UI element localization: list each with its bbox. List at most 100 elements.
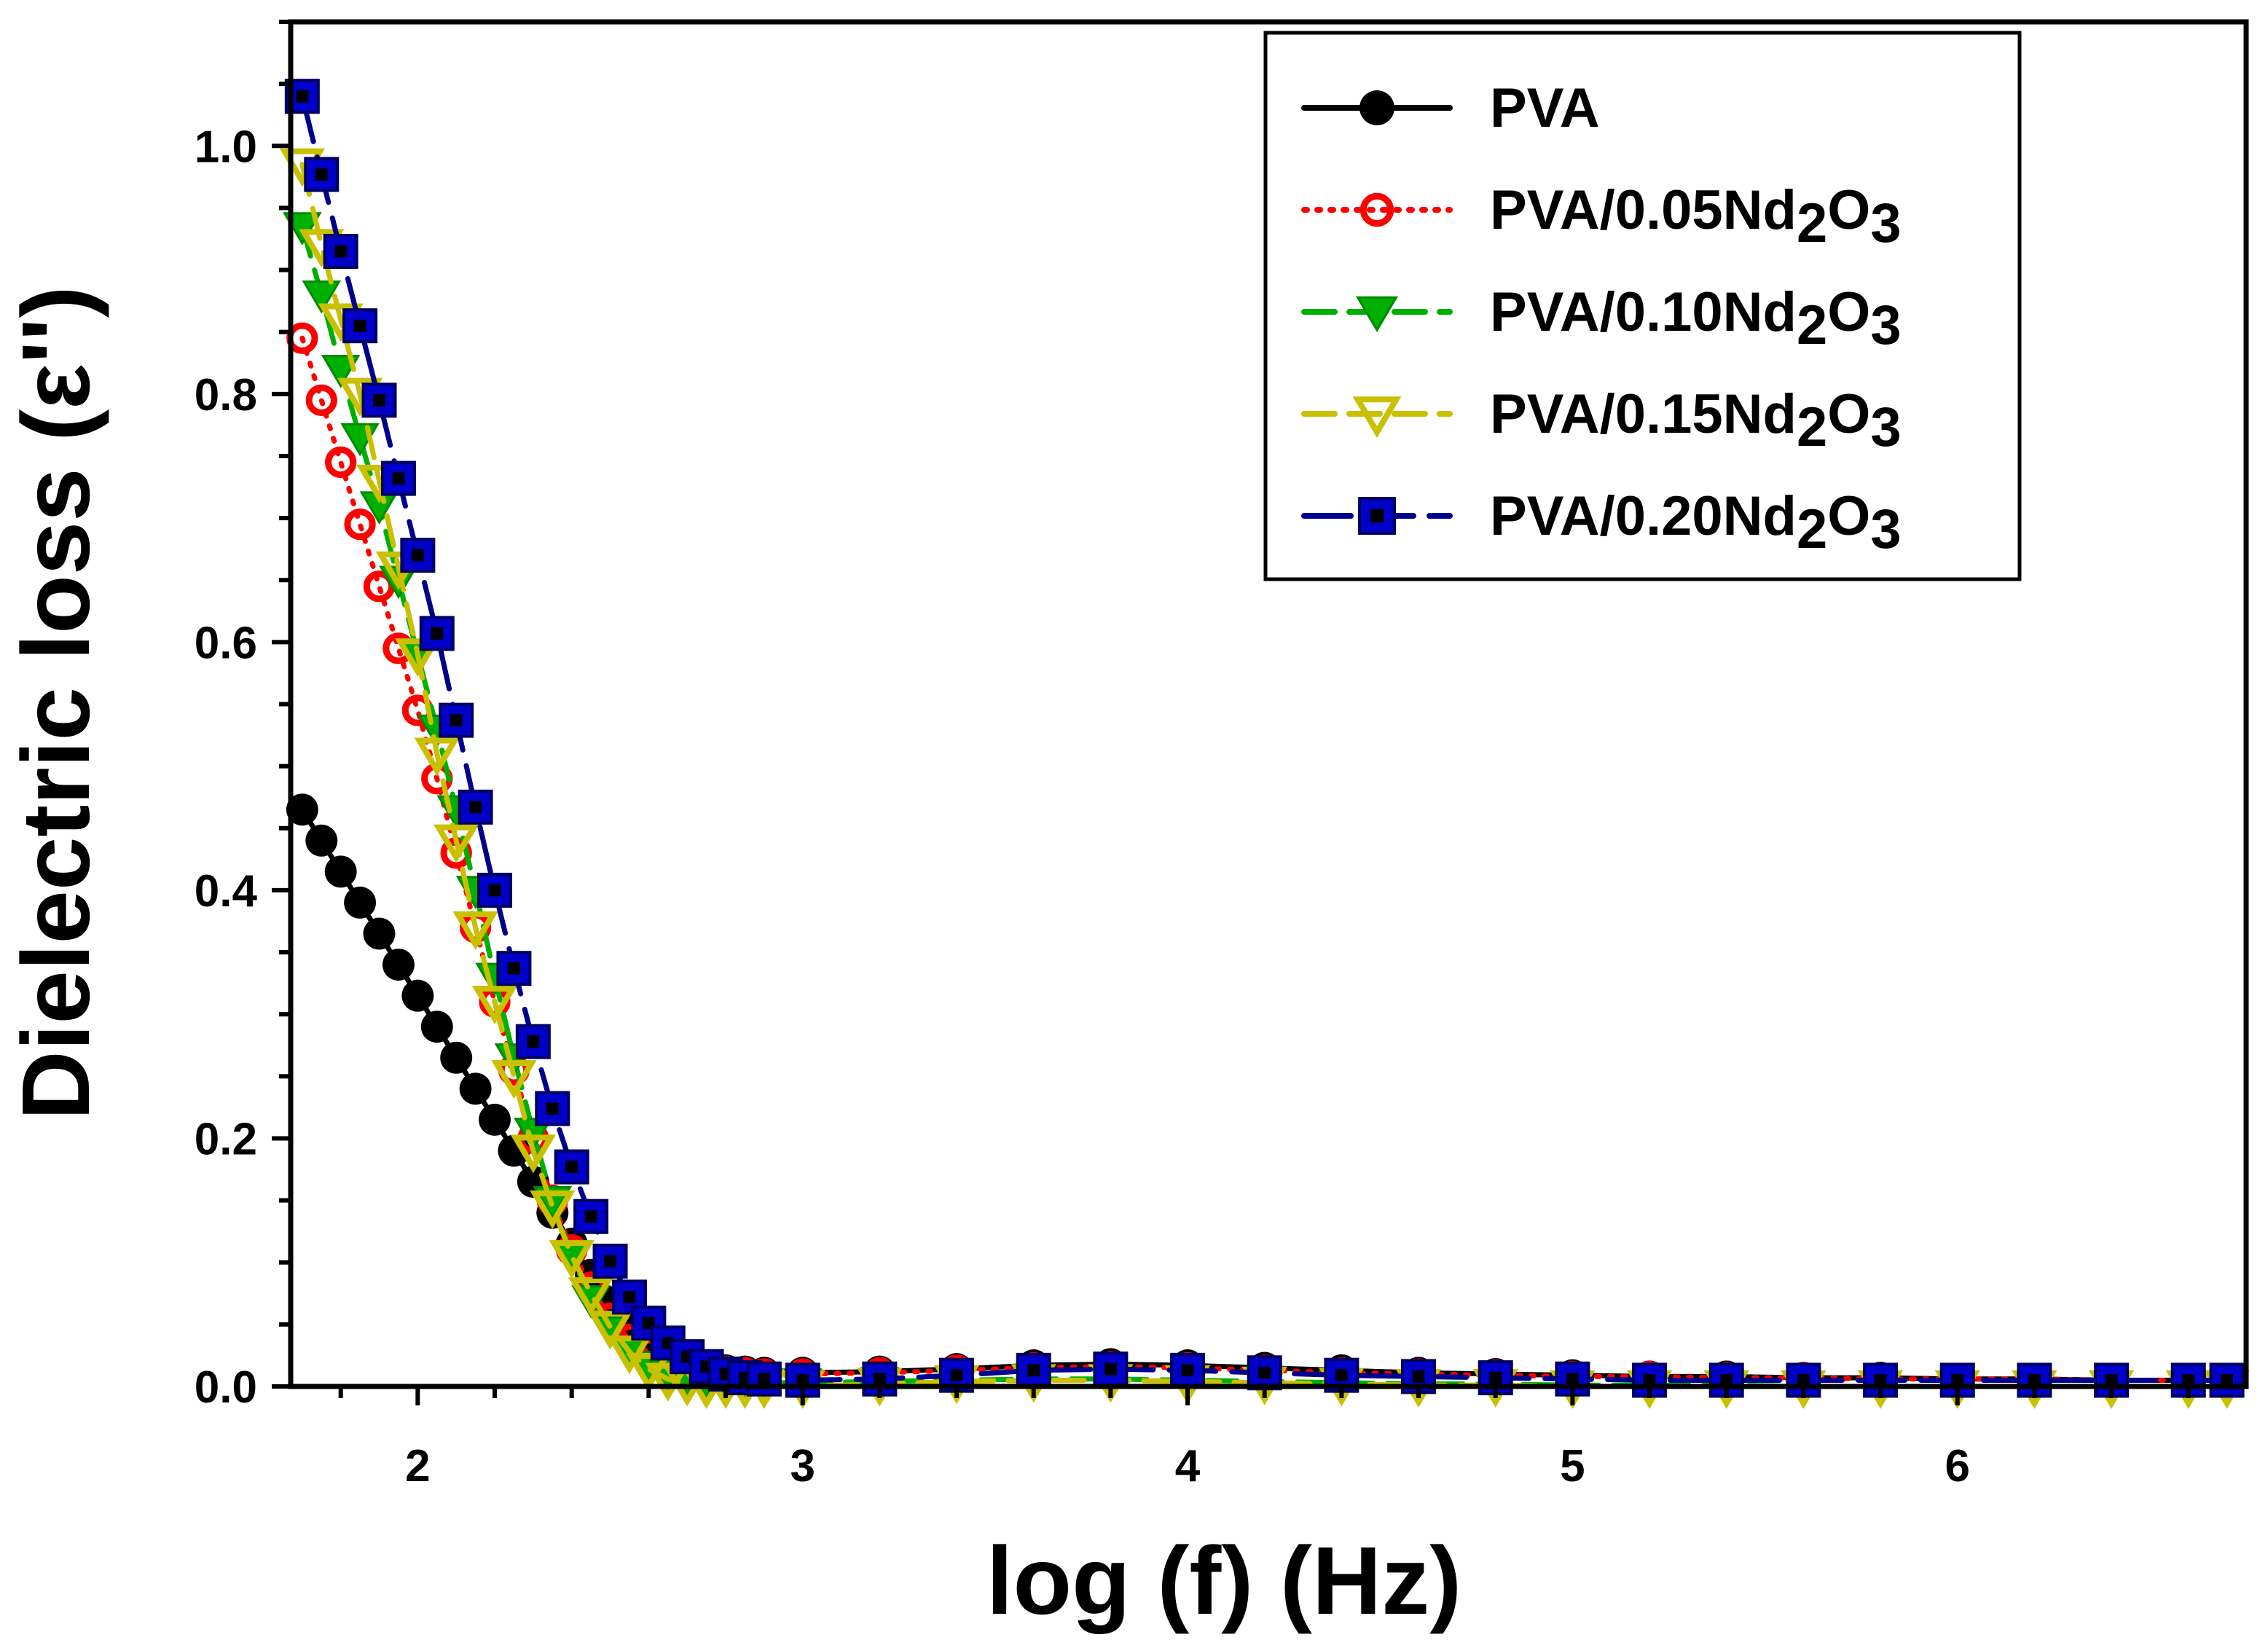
series-0 bbox=[286, 793, 2243, 1397]
data-point-core bbox=[1720, 1374, 1733, 1386]
legend-label: PVA bbox=[1490, 77, 1600, 139]
x-tick-label: 6 bbox=[1945, 1441, 1969, 1491]
y-tick-label: 0.6 bbox=[195, 618, 257, 668]
data-point bbox=[283, 212, 322, 246]
data-point-core bbox=[565, 1161, 578, 1173]
legend-entry: PVA/0.05Nd2O3 bbox=[1301, 179, 1902, 254]
data-point-core bbox=[392, 472, 405, 484]
legend-entry: PVA/0.15Nd2O3 bbox=[1301, 383, 1902, 458]
legend-marker bbox=[1359, 192, 1394, 227]
x-tick-label: 5 bbox=[1560, 1441, 1585, 1491]
data-point bbox=[549, 1240, 595, 1279]
data-point-core bbox=[431, 627, 444, 640]
y-tick-label: 0.0 bbox=[195, 1362, 257, 1413]
data-point bbox=[433, 824, 479, 863]
legend-entry: PVA bbox=[1301, 77, 1600, 139]
data-point-core bbox=[758, 1373, 771, 1386]
data-point-core bbox=[1104, 1362, 1117, 1376]
data-point bbox=[452, 911, 498, 950]
data-point-core bbox=[315, 168, 328, 181]
data-point-core bbox=[1489, 1371, 1502, 1384]
data-point-core bbox=[1181, 1364, 1194, 1377]
data-point-core bbox=[796, 1374, 809, 1386]
legend-marker bbox=[1355, 296, 1399, 333]
data-point-core bbox=[1335, 1369, 1348, 1382]
data-point bbox=[626, 1353, 672, 1392]
legend-marker-core bbox=[1370, 509, 1384, 523]
y-tick-label: 0.2 bbox=[195, 1114, 257, 1164]
legend-marker bbox=[1352, 396, 1402, 438]
data-point-core bbox=[1951, 1374, 1964, 1386]
data-point bbox=[363, 917, 396, 950]
data-point-core bbox=[2221, 1374, 2233, 1386]
x-tick-label: 4 bbox=[1175, 1441, 1201, 1491]
legend-label: PVA/0.20Nd2O3 bbox=[1490, 485, 1902, 560]
data-point bbox=[380, 460, 416, 496]
data-point bbox=[479, 1103, 511, 1136]
data-point-core bbox=[2105, 1374, 2118, 1386]
data-point bbox=[382, 949, 415, 981]
data-point bbox=[395, 638, 441, 678]
y-axis-label: Dielectric loss (ε'') bbox=[2, 286, 109, 1120]
data-point bbox=[568, 1277, 614, 1317]
data-point-core bbox=[353, 319, 366, 332]
data-point-core bbox=[1412, 1370, 1425, 1383]
data-point bbox=[1170, 1352, 1206, 1388]
y-tick-label: 0.4 bbox=[195, 866, 258, 917]
data-point-core bbox=[1797, 1374, 1810, 1386]
data-point-core bbox=[2028, 1374, 2041, 1386]
data-point-core bbox=[1643, 1374, 1656, 1386]
data-point-core bbox=[2182, 1374, 2195, 1386]
data-point bbox=[324, 855, 357, 888]
x-tick-label: 3 bbox=[790, 1441, 815, 1491]
data-point bbox=[587, 1311, 633, 1350]
data-point-core bbox=[450, 714, 463, 726]
legend-marker bbox=[1359, 90, 1394, 125]
series-line bbox=[299, 93, 2230, 1383]
data-point-core bbox=[1874, 1374, 1887, 1386]
series-4 bbox=[284, 79, 2245, 1398]
data-point bbox=[401, 979, 434, 1012]
data-point-core bbox=[469, 801, 482, 814]
data-point-core bbox=[546, 1102, 559, 1115]
data-point bbox=[530, 1190, 576, 1229]
legend-label: PVA/0.15Nd2O3 bbox=[1490, 383, 1902, 458]
data-point bbox=[344, 886, 377, 919]
legend-entry: PVA/0.20Nd2O3 bbox=[1301, 485, 1902, 560]
data-point bbox=[440, 1041, 473, 1074]
legend-entry: PVA/0.10Nd2O3 bbox=[1301, 281, 1902, 356]
data-point-core bbox=[1258, 1366, 1271, 1379]
x-axis-label: log (f) (Hz) bbox=[986, 1527, 1461, 1634]
data-point bbox=[304, 157, 340, 192]
data-point-core bbox=[604, 1255, 616, 1268]
data-point-core bbox=[1027, 1364, 1040, 1377]
plot-marks bbox=[279, 79, 2250, 1409]
y-tick-label: 1.0 bbox=[195, 122, 257, 172]
legend-marker bbox=[1358, 497, 1396, 535]
data-point bbox=[302, 280, 342, 314]
legend: PVA PVA/0.05Nd2O3 PVA/0.10Nd2O3 PVA/0.15Nd2… bbox=[1263, 31, 2022, 581]
axes: 0.0 0.2 0.4 0.6 0.8 1.0 2 3 4 5 6 bbox=[195, 20, 2191, 1491]
data-point bbox=[325, 446, 357, 479]
data-point-core bbox=[874, 1373, 886, 1386]
data-point-core bbox=[373, 393, 385, 407]
data-point bbox=[514, 1118, 553, 1151]
y-tick-label: 0.8 bbox=[195, 370, 257, 420]
data-point-core bbox=[334, 245, 348, 258]
data-point bbox=[491, 1060, 537, 1099]
data-point bbox=[459, 1072, 492, 1105]
data-point bbox=[471, 986, 518, 1025]
legend-label: PVA/0.05Nd2O3 bbox=[1490, 179, 1902, 254]
data-point-core bbox=[296, 90, 309, 103]
data-point-core bbox=[950, 1369, 963, 1382]
data-point-core bbox=[488, 884, 501, 897]
data-point-core bbox=[411, 549, 424, 562]
data-point bbox=[420, 1011, 453, 1043]
data-point bbox=[496, 951, 532, 986]
data-point bbox=[510, 1134, 557, 1174]
data-point bbox=[305, 824, 338, 857]
data-point-core bbox=[584, 1210, 597, 1223]
data-point bbox=[400, 538, 436, 573]
data-point-core bbox=[508, 962, 520, 975]
data-point bbox=[286, 793, 318, 826]
